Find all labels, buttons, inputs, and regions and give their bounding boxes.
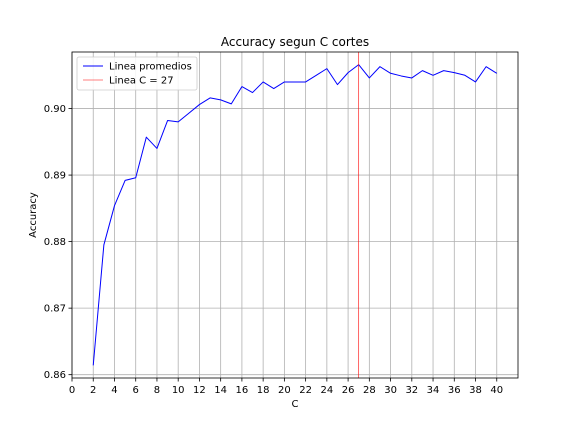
y-tick-label: 0.86 xyxy=(44,370,66,381)
grid-lines xyxy=(71,52,518,378)
plot-area xyxy=(92,52,498,378)
axis-ticks: 0 2 4 6 8 10 12 14 16 18 20 22 24 26 28 30 32 34 36 38 400.8… xyxy=(44,104,503,396)
chart-title: Accuracy segun C cortes xyxy=(221,35,369,49)
x-tick-label: 30 xyxy=(384,385,397,396)
x-axis-label: C xyxy=(292,399,299,410)
y-tick-label: 0.88 xyxy=(44,237,66,248)
x-tick-label: 36 xyxy=(448,385,461,396)
series-line-promedios xyxy=(92,64,498,366)
x-tick-label: 20 xyxy=(278,385,291,396)
legend-box xyxy=(76,56,198,91)
x-tick-label: 14 xyxy=(214,385,227,396)
y-tick-label: 0.87 xyxy=(44,304,66,315)
y-axis-label: Accuracy xyxy=(28,192,39,238)
x-tick-label: 28 xyxy=(363,385,376,396)
x-tick-label: 24 xyxy=(320,385,333,396)
x-tick-label: 8 xyxy=(154,385,160,396)
legend-label-promedios: Linea promedios xyxy=(109,62,192,73)
x-tick-label: 0 xyxy=(69,385,75,396)
x-tick-label: 16 xyxy=(236,385,249,396)
y-tick-label: 0.90 xyxy=(44,104,66,115)
x-tick-label: 12 xyxy=(193,385,206,396)
x-tick-label: 10 xyxy=(172,385,185,396)
x-tick-label: 6 xyxy=(133,385,139,396)
x-tick-label: 34 xyxy=(427,385,440,396)
legend-label-c27: Linea C = 27 xyxy=(109,76,174,87)
x-tick-label: 2 xyxy=(90,385,96,396)
x-tick-label: 38 xyxy=(469,385,482,396)
x-tick-label: 18 xyxy=(257,385,270,396)
legend: Linea promedios Linea C = 27 xyxy=(76,56,198,91)
plot-frame xyxy=(71,51,519,379)
x-tick-label: 32 xyxy=(405,385,418,396)
x-tick-label: 22 xyxy=(299,385,312,396)
y-tick-label: 0.89 xyxy=(44,171,66,182)
x-tick-label: 40 xyxy=(490,385,503,396)
x-tick-label: 4 xyxy=(111,385,117,396)
x-tick-label: 26 xyxy=(342,385,355,396)
